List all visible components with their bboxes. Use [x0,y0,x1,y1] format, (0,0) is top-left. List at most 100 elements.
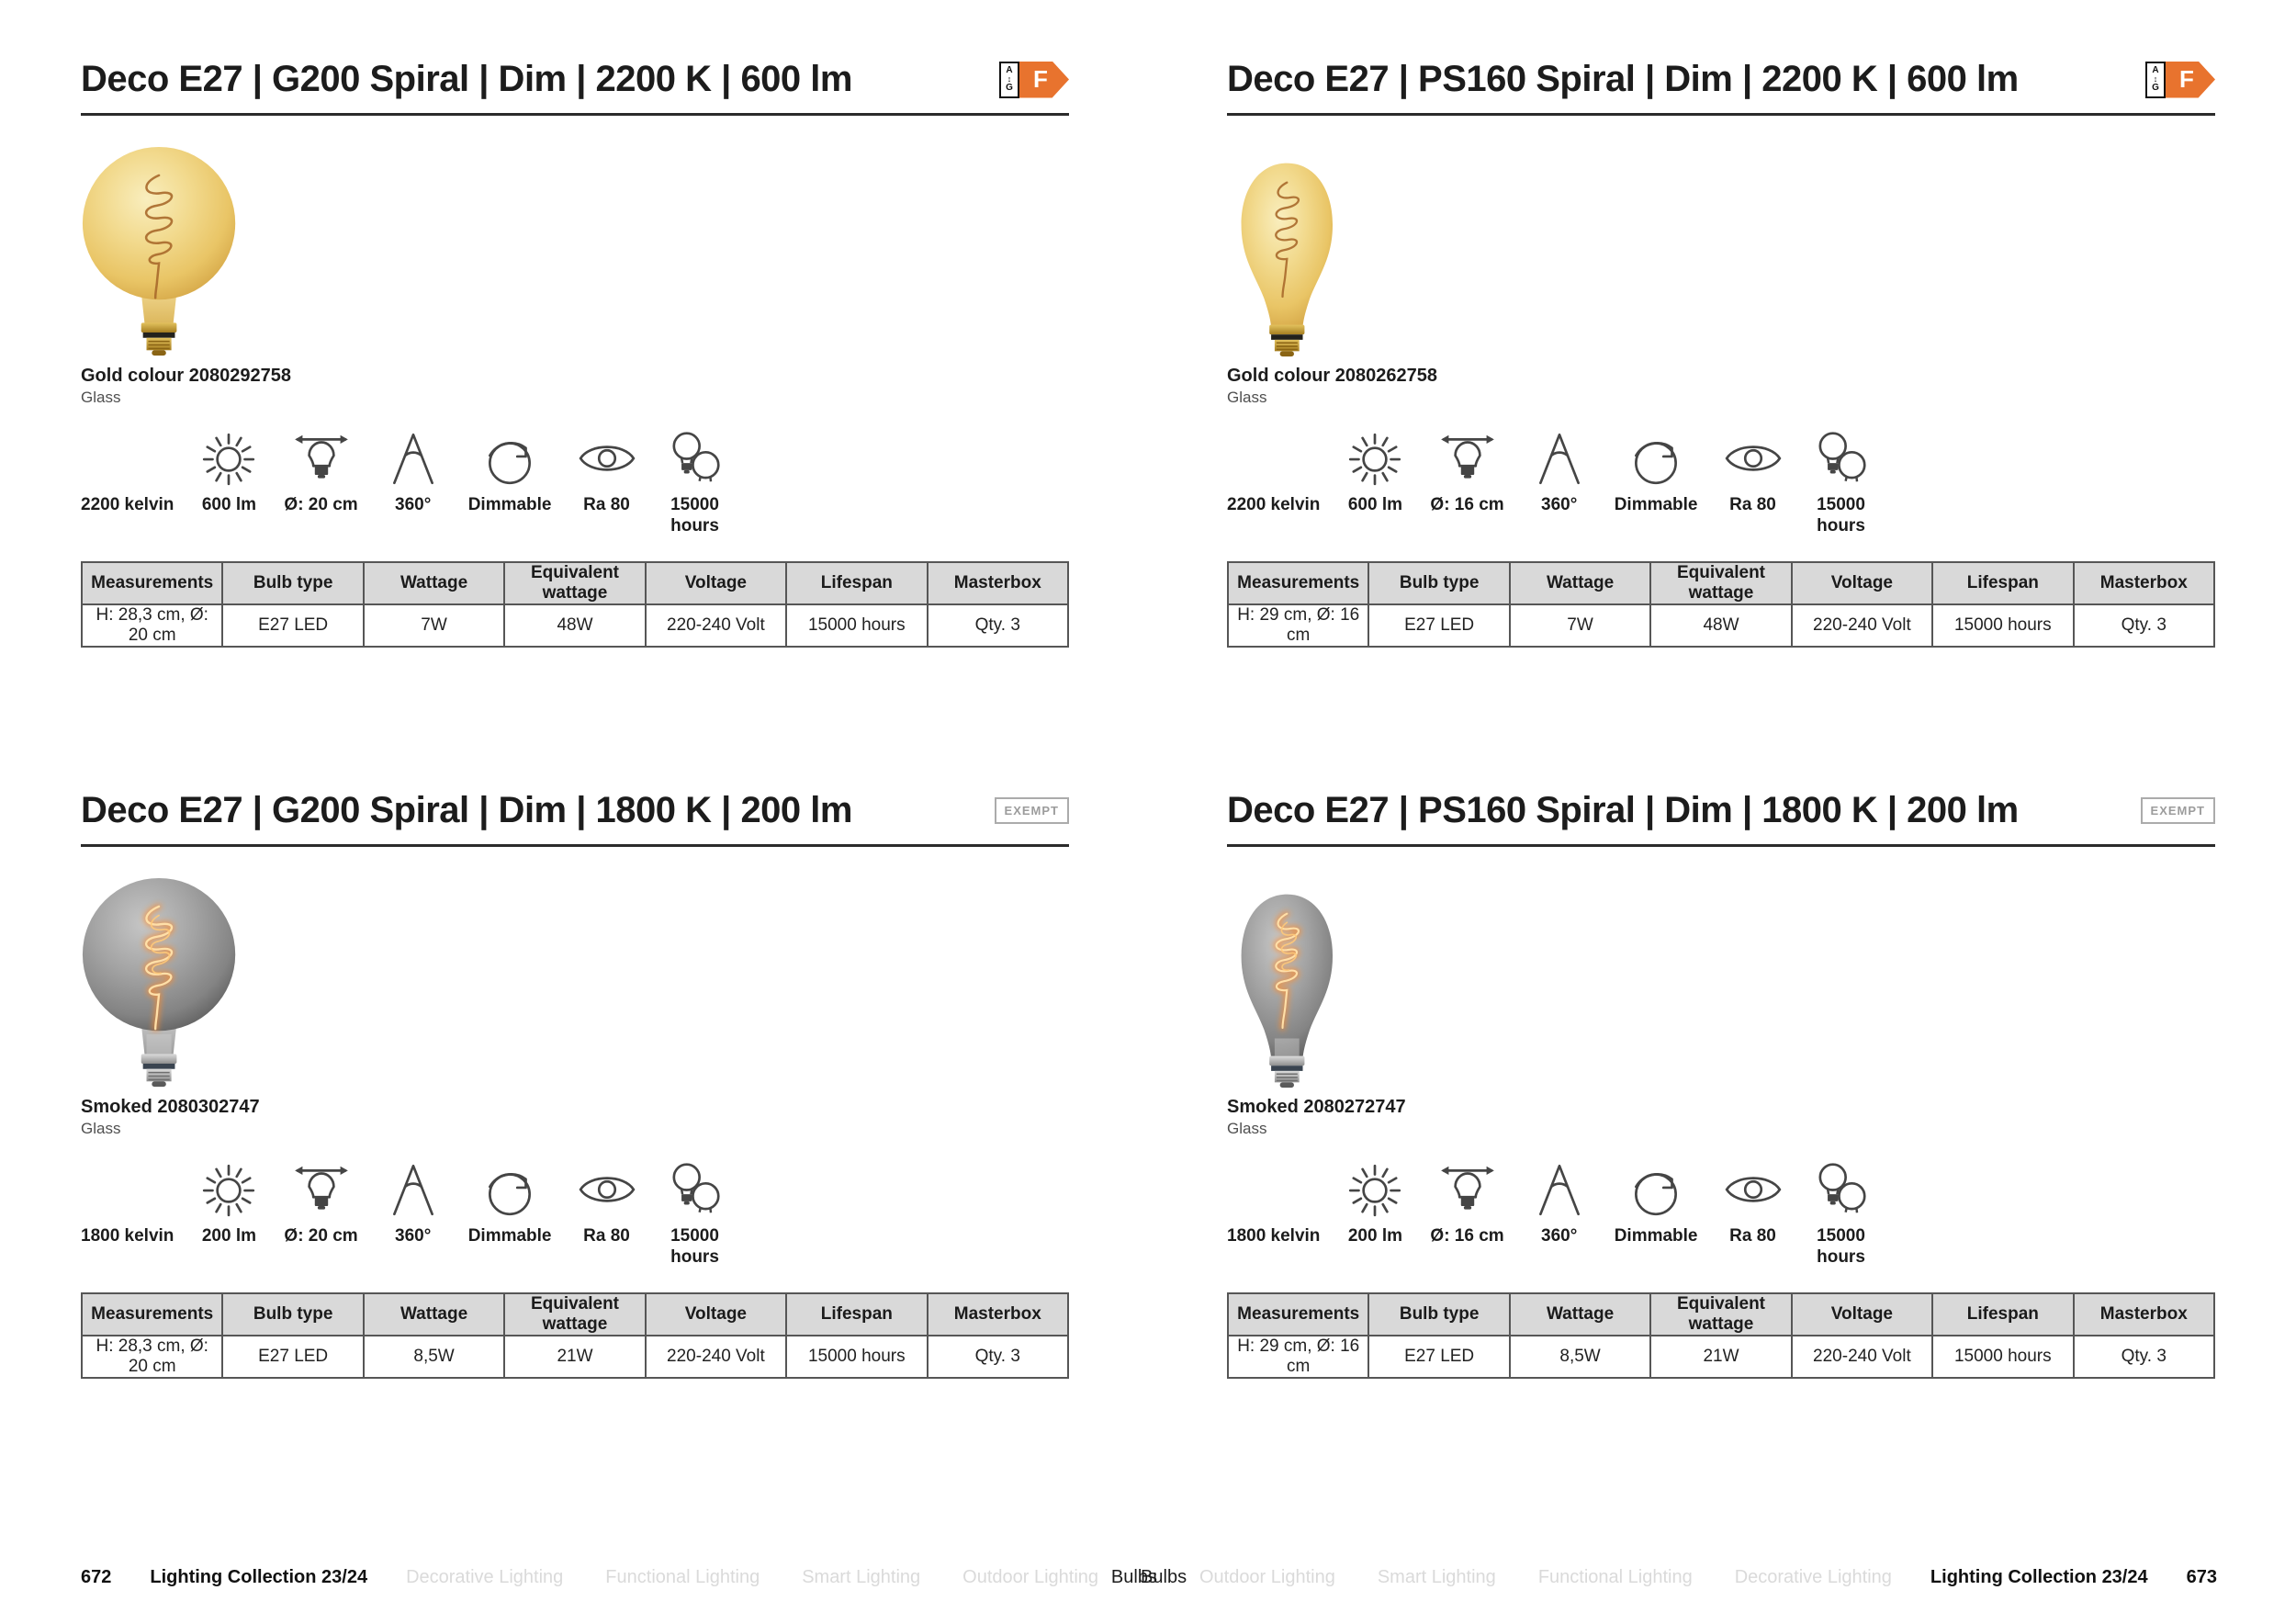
lumen-label: 200 lm [201,1226,256,1246]
spec-value: E27 LED [221,1334,365,1379]
spec-col-header: Voltage [644,560,788,605]
product-code: Smoked 2080302747 [81,1097,260,1117]
spec-value: H: 28,3 cm, Ø: 20 cm [80,603,224,648]
spec-icon-row: 1800 kelvin 200 lm Ø: 20 cm 360° Dimmabl… [81,1158,1069,1269]
cri-spec: Ra 80 [574,1158,640,1247]
lifespan-spec: 15000 hours [662,427,728,537]
lifespan-icon [1810,1158,1873,1221]
lifespan-label: 15000 hours [670,495,719,536]
spec-value: 7W [1508,603,1652,648]
cri-icon [1722,427,1784,490]
lifespan-label: 15000 hours [1817,1226,1865,1267]
spec-value: 15000 hours [1931,603,2075,648]
product-header: Deco E27 | PS160 Spiral | Dim | 2200 K |… [1227,59,2215,116]
dimmable-label: Dimmable [467,1226,552,1246]
footer-nav: Decorative Lighting Functional Lighting Sm… [406,1567,1187,1588]
beam-angle-label: 360° [1541,495,1578,514]
beam-angle-icon [1528,427,1591,490]
exempt-badge: EXEMPT [2140,797,2215,824]
spec-table: Measurements Bulb type Wattage Equivalent w… [80,1291,1070,1379]
cri-icon [1722,1158,1784,1221]
footer-nav-smart-lighting: Smart Lighting [1377,1567,1496,1587]
cri-spec: Ra 80 [1720,1158,1786,1247]
diameter-icon [1436,1158,1499,1221]
cri-icon [576,427,638,490]
cri-label: Ra 80 [1729,495,1776,514]
dimmable-label: Dimmable [467,495,552,514]
spec-col-header: Equivalent wattage [1649,560,1793,605]
beam-angle-label: 360° [1541,1226,1578,1246]
energy-class-letter: F [1019,61,1069,98]
footer-nav-functional-lighting: Functional Lighting [605,1567,760,1587]
spec-value: E27 LED [1367,1334,1511,1379]
lifespan-icon [1810,427,1873,490]
dimmable-label: Dimmable [1614,495,1698,514]
beam-angle-spec: 360° [1526,427,1593,516]
diameter-label: Ø: 16 cm [1430,1226,1504,1246]
collection-title: Lighting Collection 23/24 [150,1567,368,1587]
spec-value: 48W [503,603,647,648]
dimmable-icon [1625,427,1687,490]
spec-value: Qty. 3 [2072,1334,2216,1379]
kelvin-spec: 1800 kelvin [1227,1158,1320,1247]
product-card: Deco E27 | PS160 Spiral | Dim | 1800 K |… [1226,790,2216,1379]
dimmable-spec: Dimmable [1615,427,1698,516]
lifespan-icon [664,1158,726,1221]
kelvin-icon [96,1158,159,1221]
spec-value: 220-240 Volt [1790,1334,1934,1379]
bulb-image-ps160-gold [1227,143,2215,358]
lumen-icon [197,1158,260,1221]
product-title: Deco E27 | G200 Spiral | Dim | 2200 K | … [81,59,852,99]
page-number: 672 [81,1567,112,1587]
spec-icon-row: 2200 kelvin 600 lm Ø: 20 cm 360° Dimmabl… [81,427,1069,537]
spec-value: 220-240 Volt [644,1334,788,1379]
bulb-image-g200-gold [81,143,1069,358]
kelvin-label: 2200 kelvin [81,495,174,514]
spec-col-header: Measurements [80,560,224,605]
spec-value: 7W [362,603,506,648]
spec-value: 15000 hours [1931,1334,2075,1379]
footer-left: 672 Lighting Collection 23/24 Decorative… [81,1567,1187,1588]
product-card: Deco E27 | G200 Spiral | Dim | 1800 K | … [80,790,1070,1379]
spec-value: 15000 hours [785,603,929,648]
product-card: Deco E27 | G200 Spiral | Dim | 2200 K | … [80,59,1070,648]
spec-value: H: 29 cm, Ø: 16 cm [1226,603,1370,648]
spec-value: 220-240 Volt [1790,603,1934,648]
diameter-spec: Ø: 16 cm [1430,427,1504,516]
spec-icon-row: 1800 kelvin 200 lm Ø: 16 cm 360° Dimmabl… [1227,1158,2215,1269]
diameter-icon [1436,427,1499,490]
kelvin-icon [1243,427,1305,490]
spec-table: Measurements Bulb type Wattage Equivalent w… [80,560,1070,648]
beam-angle-label: 360° [395,1226,432,1246]
cri-spec: Ra 80 [574,427,640,516]
bulb-image-g200-smoked [81,874,1069,1089]
lumen-icon [1344,427,1406,490]
energy-scale-icon: A ↕ G [999,61,1019,98]
energy-rating-badge: A ↕ G F [2145,61,2215,98]
diameter-spec: Ø: 16 cm [1430,1158,1504,1247]
spec-col-header: Wattage [362,560,506,605]
cri-icon [576,1158,638,1221]
spec-value: 21W [503,1334,647,1379]
lumen-spec: 600 lm [196,427,262,516]
beam-angle-icon [1528,1158,1591,1221]
lumen-icon [1344,1158,1406,1221]
diameter-spec: Ø: 20 cm [284,427,358,516]
spec-value: 220-240 Volt [644,603,788,648]
spec-col-header: Wattage [1508,1291,1652,1336]
diameter-label: Ø: 20 cm [284,495,358,514]
diameter-spec: Ø: 20 cm [284,1158,358,1247]
spec-value: 21W [1649,1334,1793,1379]
spec-col-header: Bulb type [221,560,365,605]
dimmable-icon [478,1158,541,1221]
spec-value: H: 29 cm, Ø: 16 cm [1226,1334,1370,1379]
dimmable-label: Dimmable [1614,1226,1698,1246]
collection-title: Lighting Collection 23/24 [1930,1567,2148,1587]
kelvin-icon [1243,1158,1305,1221]
spec-col-header: Lifespan [1931,1291,2075,1336]
spec-col-header: Lifespan [785,560,929,605]
kelvin-label: 1800 kelvin [1227,1226,1321,1246]
beam-angle-icon [382,427,445,490]
product-code: Gold colour 2080292758 [81,366,292,386]
spec-col-header: Equivalent wattage [1649,1291,1793,1336]
